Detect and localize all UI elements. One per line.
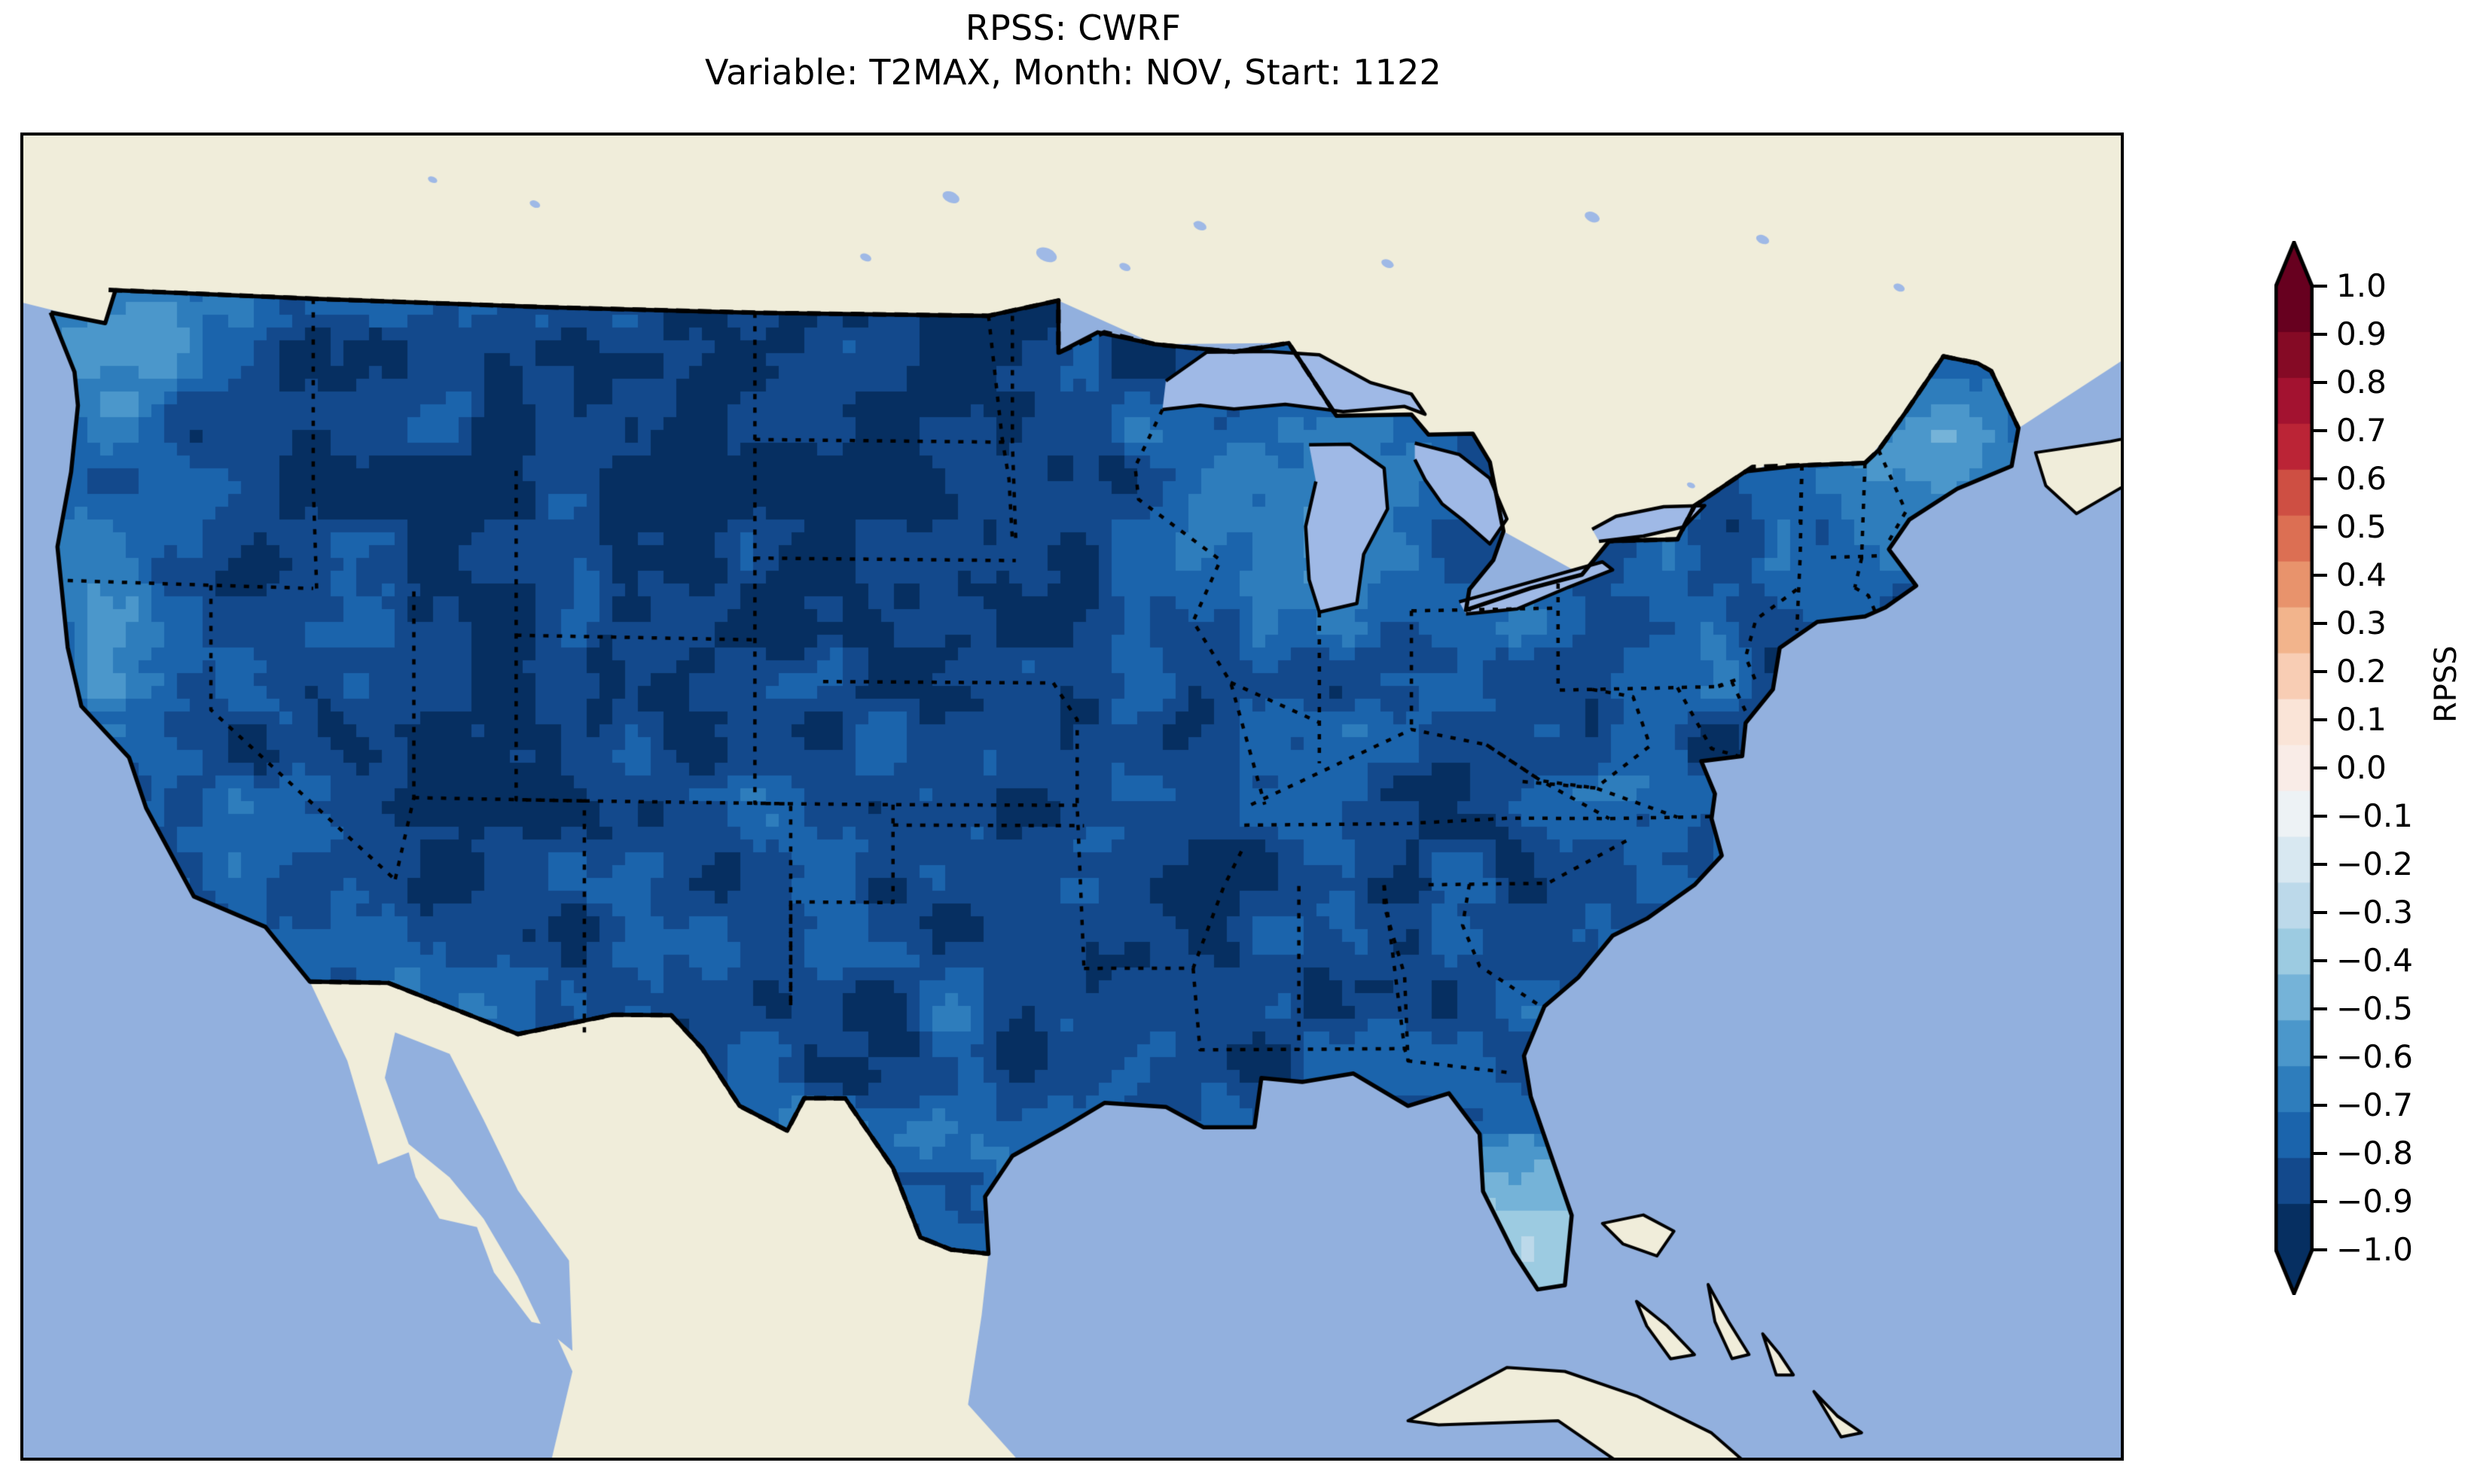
colorbar-tick-mark: [2314, 911, 2327, 914]
colorbar-tick-label: −0.1: [2336, 797, 2413, 834]
colorbar-tick-mark: [2314, 959, 2327, 962]
colorbar-tick-label: 0.3: [2336, 605, 2387, 641]
rpss-heatmap-canvas: [23, 136, 2121, 1458]
colorbar-tick-label: −0.2: [2336, 846, 2413, 882]
colorbar-tick-mark: [2314, 285, 2327, 288]
colorbar-tick-label: −0.9: [2336, 1183, 2413, 1220]
colorbar-tick-mark: [2314, 1056, 2327, 1059]
colorbar-tick-mark: [2314, 815, 2327, 818]
colorbar-tick-mark: [2314, 381, 2327, 384]
map-axes: [20, 133, 2124, 1461]
colorbar-tick-mark: [2314, 622, 2327, 625]
colorbar-axis-label: RPSS: [2429, 645, 2463, 723]
colorbar-tick-mark: [2314, 333, 2327, 336]
colorbar-tick-mark: [2314, 1248, 2327, 1251]
colorbar-tick-mark: [2314, 1200, 2327, 1203]
colorbar-tick-mark: [2314, 574, 2327, 577]
colorbar-tick-label: 0.0: [2336, 749, 2387, 786]
colorbar-tick-label: 0.8: [2336, 364, 2387, 401]
colorbar-tick-label: −0.5: [2336, 990, 2413, 1027]
colorbar-tick-label: 0.7: [2336, 412, 2387, 449]
colorbar-tick-label: 0.1: [2336, 701, 2387, 738]
colorbar-tick-mark: [2314, 477, 2327, 480]
colorbar-tick-mark: [2314, 766, 2327, 769]
colorbar-tick-mark: [2314, 718, 2327, 721]
colorbar-tick-label: 0.4: [2336, 556, 2387, 593]
colorbar-tick-mark: [2314, 1104, 2327, 1107]
title-line-2: Variable: T2MAX, Month: NOV, Start: 1122: [704, 51, 1442, 93]
colorbar-tick-mark: [2314, 670, 2327, 673]
colorbar-tick-mark: [2314, 429, 2327, 432]
colorbar-tick-label: −0.3: [2336, 894, 2413, 931]
colorbar-tick-label: 0.9: [2336, 315, 2387, 352]
colorbar-gradient: [2274, 241, 2314, 1295]
colorbar-tick-label: 0.5: [2336, 508, 2387, 545]
colorbar-tick-label: −0.4: [2336, 942, 2413, 979]
colorbar-tick-mark: [2314, 526, 2327, 529]
colorbar-tick-label: 0.6: [2336, 460, 2387, 497]
title-line-1: RPSS: CWRF: [965, 8, 1182, 48]
colorbar-tick-label: −1.0: [2336, 1231, 2413, 1268]
colorbar-tick-label: −0.8: [2336, 1135, 2413, 1172]
colorbar-ticks: 1.0 0.9 0.8 0.7 0.6 0.5 0.4 0.3 0.2 0.1 0.0 −0.1 −0.…: [2314, 241, 2472, 1295]
figure-title: RPSS: CWRF Variable: T2MAX, Month: NOV, …: [0, 6, 2146, 95]
colorbar-tick-mark: [2314, 1007, 2327, 1010]
colorbar-tick-mark: [2314, 863, 2327, 866]
colorbar: 1.0 0.9 0.8 0.7 0.6 0.5 0.4 0.3 0.2 0.1 0.0 −0.1 −0.…: [2274, 226, 2474, 1295]
colorbar-tick-label: −0.7: [2336, 1086, 2413, 1123]
colorbar-tick-label: 1.0: [2336, 267, 2387, 304]
colorbar-tick-mark: [2314, 1152, 2327, 1155]
colorbar-tick-label: −0.6: [2336, 1038, 2413, 1075]
colorbar-tick-label: 0.2: [2336, 653, 2387, 690]
